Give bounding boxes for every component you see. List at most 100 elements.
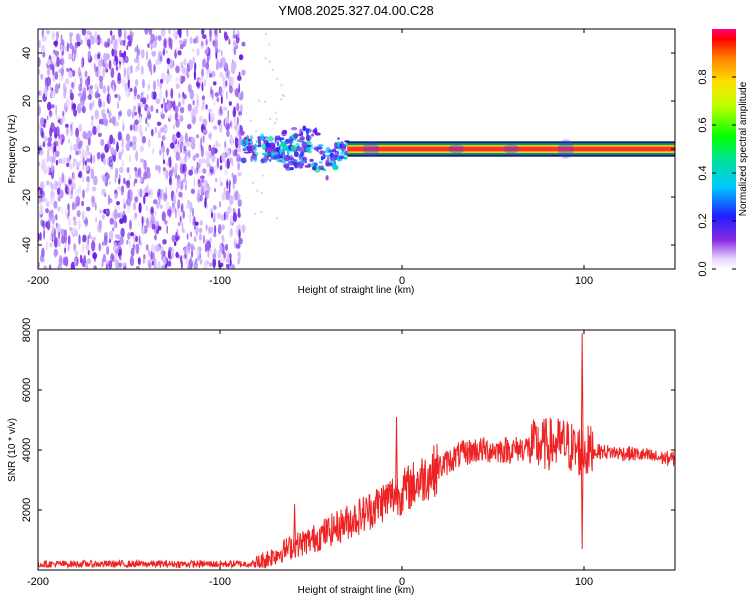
noise-speckle bbox=[214, 92, 219, 98]
noise-speckle bbox=[191, 165, 194, 171]
noise-speckle bbox=[82, 237, 84, 243]
noise-speckle bbox=[137, 187, 140, 198]
noise-speckle bbox=[212, 81, 217, 86]
noise-speckle bbox=[199, 115, 204, 122]
noise-speckle bbox=[196, 230, 198, 236]
noise-speckle bbox=[108, 59, 112, 70]
noise-speckle bbox=[236, 130, 238, 139]
noise-speckle bbox=[276, 217, 278, 220]
noise-speckle bbox=[159, 149, 162, 156]
transition-patch bbox=[284, 139, 289, 145]
transition-patch bbox=[309, 158, 314, 163]
noise-speckle bbox=[164, 127, 168, 132]
noise-speckle bbox=[139, 188, 143, 198]
noise-speckle bbox=[108, 110, 112, 119]
noise-speckle bbox=[138, 124, 143, 133]
noise-speckle bbox=[122, 78, 126, 88]
noise-speckle bbox=[164, 220, 168, 225]
noise-speckle bbox=[137, 48, 141, 56]
noise-speckle bbox=[83, 254, 86, 264]
noise-speckle bbox=[219, 165, 223, 171]
noise-speckle bbox=[196, 246, 200, 257]
noise-speckle bbox=[240, 90, 244, 100]
noise-speckle bbox=[165, 169, 169, 180]
noise-speckle bbox=[161, 108, 164, 116]
noise-speckle bbox=[103, 85, 106, 94]
noise-speckle bbox=[144, 163, 147, 172]
noise-speckle bbox=[216, 212, 222, 220]
noise-speckle bbox=[150, 44, 153, 50]
noise-speckle bbox=[98, 75, 104, 82]
noise-speckle bbox=[207, 171, 212, 178]
transition-patch bbox=[328, 159, 334, 164]
noise-speckle bbox=[87, 129, 92, 138]
noise-speckle bbox=[236, 29, 240, 38]
carrier-line bbox=[347, 146, 675, 152]
transition-patch bbox=[300, 151, 305, 156]
noise-speckle bbox=[274, 111, 277, 114]
noise-speckle bbox=[51, 89, 56, 99]
noise-speckle bbox=[75, 161, 80, 168]
noise-speckle bbox=[162, 50, 166, 56]
noise-speckle bbox=[206, 56, 209, 64]
noise-speckle bbox=[119, 218, 124, 225]
colorbar-tick-label: 0.8 bbox=[697, 69, 709, 84]
noise-speckle bbox=[161, 144, 166, 154]
noise-speckle bbox=[109, 198, 113, 203]
noise-speckle bbox=[46, 220, 51, 231]
noise-speckle bbox=[51, 31, 55, 41]
noise-speckle bbox=[55, 115, 61, 120]
noise-speckle bbox=[156, 121, 162, 127]
transition-patch bbox=[334, 146, 339, 149]
noise-speckle bbox=[85, 78, 89, 87]
y-tick-label: -40 bbox=[21, 237, 33, 253]
noise-speckle bbox=[54, 83, 59, 94]
noise-speckle bbox=[162, 167, 166, 172]
noise-speckle bbox=[52, 154, 56, 164]
noise-speckle bbox=[166, 57, 171, 65]
noise-speckle bbox=[221, 56, 226, 67]
noise-speckle bbox=[47, 148, 50, 160]
noise-speckle bbox=[72, 172, 76, 181]
noise-speckle bbox=[280, 84, 283, 87]
transition-patch bbox=[279, 155, 284, 159]
noise-speckle bbox=[91, 197, 95, 208]
noise-speckle bbox=[121, 262, 124, 267]
noise-speckle bbox=[233, 238, 237, 249]
noise-speckle bbox=[62, 110, 65, 117]
noise-speckle bbox=[182, 68, 188, 76]
noise-speckle bbox=[92, 252, 98, 260]
noise-speckle bbox=[255, 130, 258, 133]
noise-speckle bbox=[174, 111, 178, 122]
noise-speckle bbox=[150, 69, 153, 76]
noise-speckle bbox=[225, 243, 228, 252]
transition-patch bbox=[246, 145, 253, 152]
transition-patch bbox=[318, 160, 323, 164]
noise-speckle bbox=[128, 154, 132, 163]
noise-speckle bbox=[108, 160, 114, 168]
noise-speckle bbox=[162, 150, 165, 161]
noise-speckle bbox=[102, 67, 105, 77]
noise-speckle bbox=[224, 168, 228, 176]
noise-speckle bbox=[179, 216, 182, 223]
noise-speckle bbox=[225, 190, 230, 201]
noise-speckle bbox=[150, 33, 155, 42]
noise-speckle bbox=[184, 181, 187, 186]
noise-speckle bbox=[38, 105, 41, 115]
y-tick-label: 6000 bbox=[21, 378, 33, 402]
noise-speckle bbox=[41, 44, 46, 55]
x-tick-label: -100 bbox=[209, 576, 231, 588]
noise-speckle bbox=[86, 258, 92, 265]
noise-speckle bbox=[183, 247, 187, 256]
noise-speckle bbox=[227, 205, 232, 214]
noise-speckle bbox=[82, 87, 87, 94]
noise-speckle bbox=[108, 156, 114, 163]
noise-speckle bbox=[103, 53, 108, 61]
noise-speckle bbox=[63, 232, 68, 244]
noise-speckle bbox=[211, 154, 216, 163]
noise-speckle bbox=[112, 84, 115, 94]
noise-speckle bbox=[223, 251, 227, 259]
noise-speckle bbox=[87, 95, 92, 100]
noise-speckle bbox=[199, 220, 203, 226]
noise-speckle bbox=[179, 135, 184, 144]
